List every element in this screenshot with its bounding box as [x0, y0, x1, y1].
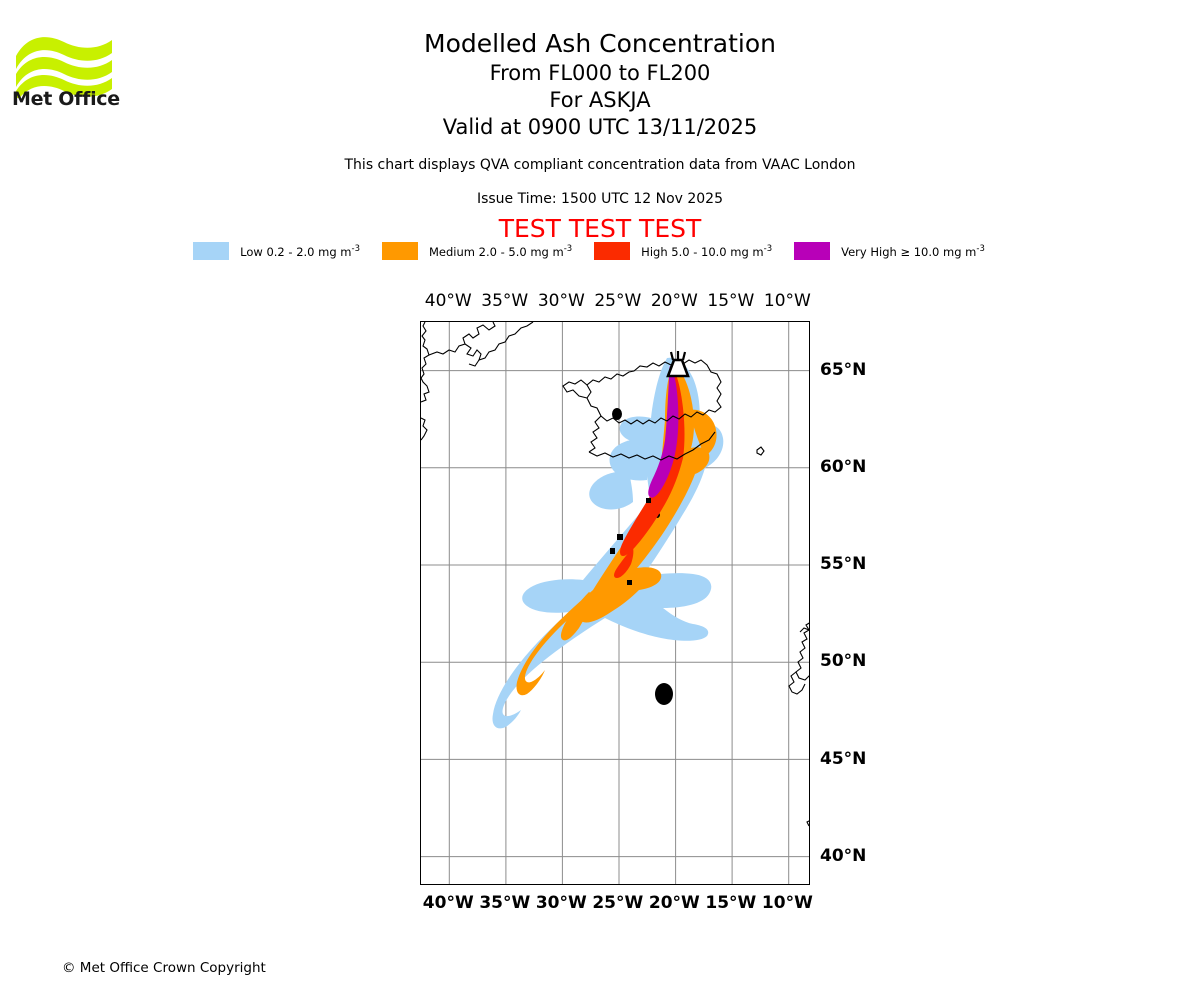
x-tick-top-2: 30°W	[537, 291, 585, 311]
x-tick-bottom-0: 40°W	[422, 893, 474, 913]
legend-swatch-very-high	[794, 242, 831, 260]
met-office-logo	[14, 28, 124, 113]
y-tick-right-5: 40°N	[820, 845, 867, 866]
legend-item-high: High 5.0 - 10.0 mg m-3	[594, 242, 794, 260]
legend-swatch-medium	[381, 242, 418, 260]
x-tick-bottom-5: 15°W	[705, 893, 757, 913]
x-tick-top-0: 40°W	[424, 291, 472, 311]
volcano-subtitle: For ASKJA	[549, 88, 651, 112]
x-tick-top-4: 20°W	[650, 291, 698, 311]
flight-level-subtitle: From FL000 to FL200	[489, 61, 711, 85]
legend-label-low: Low 0.2 - 2.0 mg m-3	[240, 243, 360, 259]
volcano-marker-askja[interactable]	[666, 351, 690, 378]
x-tick-top-6: 10°W	[763, 291, 811, 311]
y-tick-right-1: 60°N	[820, 456, 867, 477]
legend-label-high: High 5.0 - 10.0 mg m-3	[641, 243, 773, 259]
map-frame	[420, 321, 810, 885]
legend-label-very-high: Very High ≥ 10.0 mg m-3	[841, 243, 985, 259]
copyright-text: © Met Office Crown Copyright	[62, 960, 266, 976]
legend-item-very-high: Very High ≥ 10.0 mg m-3	[794, 242, 1007, 260]
y-tick-right-2: 55°N	[820, 554, 867, 575]
x-tick-bottom-2: 30°W	[535, 893, 587, 913]
legend-swatch-high	[594, 242, 631, 260]
ash-very-high-region	[648, 366, 679, 498]
ash-concentration-map	[421, 322, 809, 884]
y-tick-right-4: 45°N	[820, 748, 867, 769]
y-tick-right-3: 50°N	[820, 651, 867, 672]
x-axis-labels-bottom: 40°W 35°W 30°W 25°W 20°W 15°W 10°W	[420, 893, 813, 917]
chart-title-block: Modelled Ash Concentration From FL000 to…	[0, 28, 1200, 141]
legend-item-low: Low 0.2 - 2.0 mg m-3	[193, 242, 382, 260]
x-axis-labels-top: 40°W 35°W 30°W 25°W 20°W 15°W 10°W	[420, 291, 811, 313]
map-plot-area[interactable]	[420, 321, 810, 885]
met-office-wordmark: Met Office	[12, 88, 120, 110]
met-office-wave-mark	[16, 37, 112, 98]
issue-time: Issue Time: 1500 UTC 12 Nov 2025	[476, 191, 724, 207]
legend-item-medium: Medium 2.0 - 5.0 mg m-3	[381, 242, 594, 260]
concentration-legend: Low 0.2 - 2.0 mg m-3 Medium 2.0 - 5.0 mg …	[0, 242, 1200, 260]
x-tick-top-3: 25°W	[594, 291, 642, 311]
x-tick-bottom-1: 35°W	[479, 893, 531, 913]
x-tick-top-1: 35°W	[481, 291, 529, 311]
x-tick-top-5: 15°W	[707, 291, 755, 311]
page-title: Modelled Ash Concentration	[424, 29, 776, 58]
legend-label-medium: Medium 2.0 - 5.0 mg m-3	[428, 243, 573, 259]
x-tick-bottom-3: 25°W	[592, 893, 644, 913]
x-tick-bottom-6: 10°W	[761, 893, 813, 913]
legend-swatch-low	[193, 242, 230, 260]
test-banner: TEST TEST TEST	[498, 214, 702, 243]
x-tick-bottom-4: 20°W	[648, 893, 700, 913]
valid-time-subtitle: Valid at 0900 UTC 13/11/2025	[442, 115, 758, 139]
ash-medium-region	[516, 364, 717, 696]
coastlines	[421, 322, 809, 827]
y-tick-right-0: 65°N	[820, 359, 867, 380]
qva-note: This chart displays QVA compliant concen…	[344, 157, 856, 173]
